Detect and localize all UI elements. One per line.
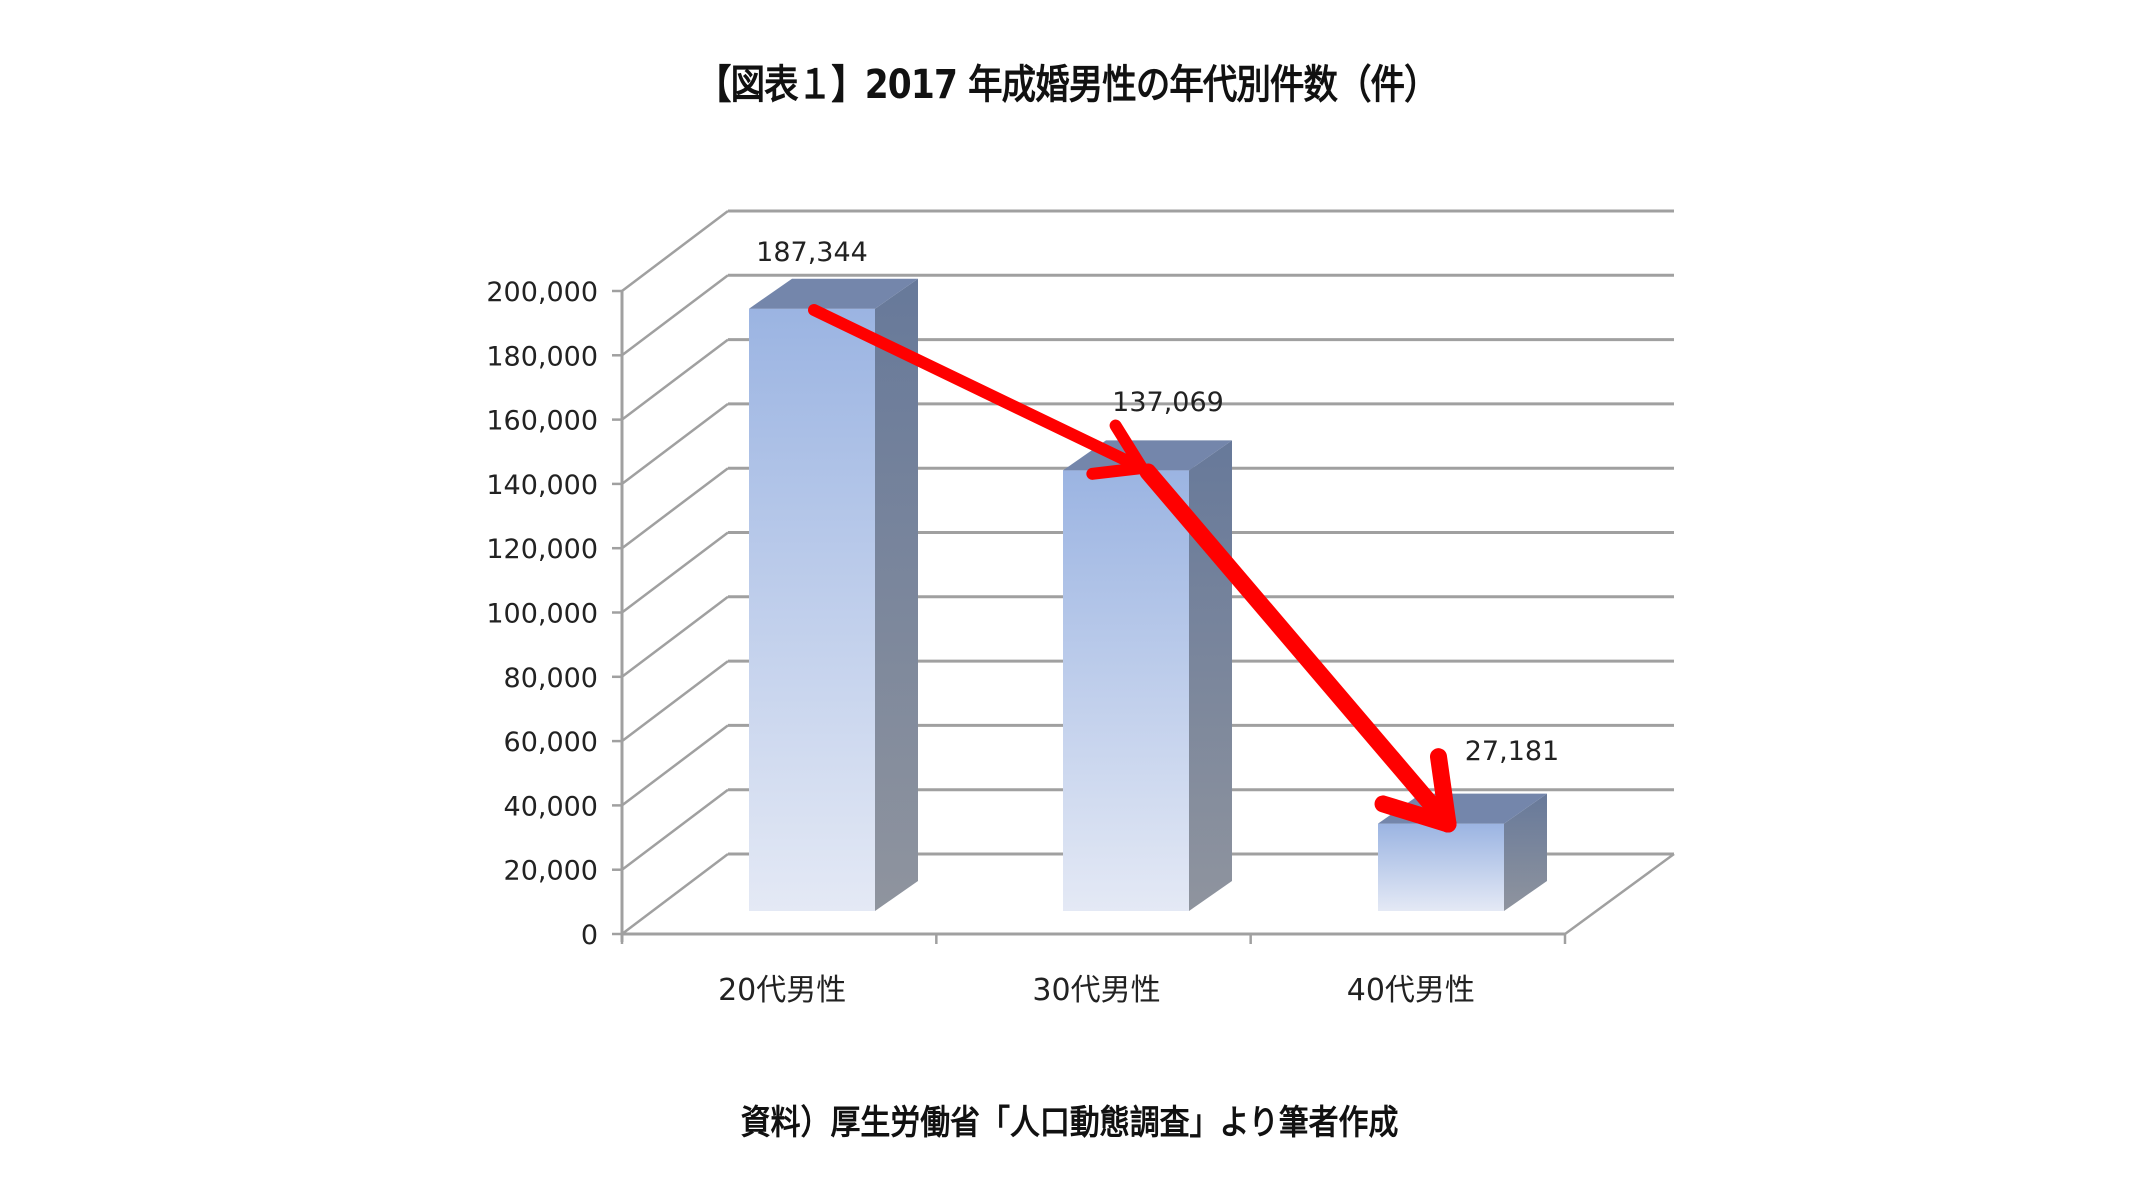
bar-side-face: [875, 278, 918, 911]
data-label: 187,344: [756, 237, 868, 268]
data-label: 137,069: [1112, 387, 1224, 418]
bar-front-face: [1378, 823, 1504, 911]
trend-arrows: [808, 304, 1457, 833]
gridline-diagonal: [621, 531, 729, 614]
bar: [1378, 793, 1547, 911]
data-label: 27,181: [1465, 736, 1559, 767]
y-axis: 0 20,000 40,000 60,000 80,000 100,000 120,000 1…: [486, 277, 624, 951]
x-category-label: 20代男性: [718, 973, 846, 1008]
source-note: 資料）厚生労働省「人口動態調査」より筆者作成: [740, 1103, 1399, 1143]
gridline-diagonal: [621, 338, 729, 421]
bar: [1063, 440, 1232, 911]
y-tick-label: 0: [581, 920, 598, 951]
bar-side-face: [1189, 440, 1232, 911]
gridline-diagonal: [621, 595, 729, 678]
gridline-diagonal: [621, 210, 729, 292]
y-tick-label: 180,000: [486, 341, 598, 372]
bar-series: [749, 278, 1547, 911]
gridline-diagonal: [621, 402, 729, 485]
y-tick-label: 160,000: [486, 406, 598, 437]
bar: [749, 278, 918, 911]
data-labels: 187,344 137,069 27,181: [756, 237, 1559, 767]
gridline-diagonal: [621, 467, 729, 550]
chart-title: 【図表１】2017 年成婚男性の年代別件数（件）: [697, 62, 1439, 108]
y-tick-label: 200,000: [486, 277, 598, 308]
y-tick-label: 40,000: [504, 791, 598, 822]
bar-top-face: [749, 278, 918, 309]
gridline-diagonal: [621, 853, 729, 935]
bar-front-face: [749, 308, 875, 911]
gridline-diagonal: [621, 660, 729, 743]
y-tick-label: 20,000: [504, 856, 598, 887]
gridline-diagonal: [621, 788, 729, 871]
gridline-diagonal: [621, 724, 729, 807]
arrow-icon: [808, 304, 1148, 480]
x-category-label: 40代男性: [1347, 973, 1475, 1008]
y-tick-label: 100,000: [486, 599, 598, 630]
x-category-label: 30代男性: [1032, 973, 1160, 1008]
y-tick-label: 120,000: [486, 534, 598, 565]
arrow-icon: [1139, 463, 1457, 833]
gridline-diagonal: [621, 274, 729, 357]
y-tick-label: 80,000: [504, 663, 598, 694]
bar-front-face: [1063, 470, 1189, 911]
bar-side-face: [1504, 793, 1547, 911]
y-tick-label: 60,000: [504, 727, 598, 758]
x-axis: 20代男性 30代男性 40代男性: [620, 932, 1567, 1008]
y-tick-label: 140,000: [486, 470, 598, 501]
